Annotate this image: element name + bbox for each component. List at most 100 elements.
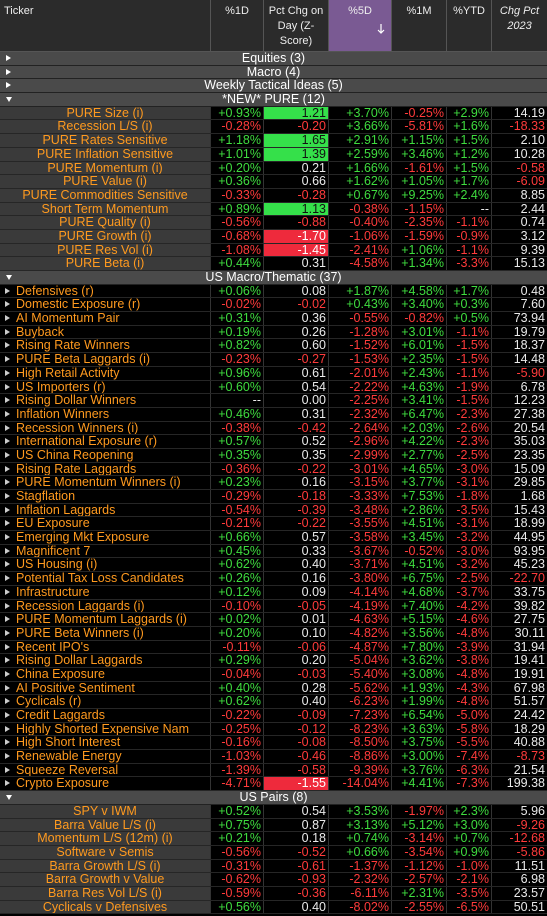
data-row[interactable]: US Importers (r) +0.60% 0.54 -2.22% +4.63% -1…	[0, 380, 547, 395]
data-row[interactable]: PURE Rates Sensitive +1.18% 1.65 +2.91% +1.1…	[0, 134, 547, 148]
data-row[interactable]: Domestic Exposure (r) -0.02% -0.02 +0.43% +3…	[0, 298, 547, 313]
value-text: +0.20%	[218, 626, 261, 640]
data-row[interactable]: PURE Beta Winners (i) +0.20% 0.10 -4.82% +3.…	[0, 626, 547, 641]
data-row[interactable]: Recent IPO's -0.11% -0.06 -4.87% +7.80% -3.9%…	[0, 640, 547, 655]
column-header[interactable]: Ticker	[4, 5, 34, 17]
expand-arrow[interactable]	[6, 795, 12, 801]
value-cell: +0.02%	[210, 613, 263, 626]
value-cell: 0.33	[263, 544, 328, 558]
value-cell: +5.12%	[391, 818, 446, 832]
data-row[interactable]: High Retail Activity +0.96% 0.61 -2.01% +2.4…	[0, 366, 547, 381]
data-row[interactable]: Crypto Exposure -4.71% -1.55 -14.04% +4.41% -…	[0, 777, 547, 792]
value-cell: 8.85	[491, 188, 547, 202]
data-row[interactable]: Rising Rate Laggards -0.36% -0.22 -3.01% +4.…	[0, 462, 547, 477]
column-header[interactable]: %5D	[328, 0, 391, 51]
group-row[interactable]: Macro (4)	[0, 65, 547, 80]
data-row[interactable]: AI Momentum Pair +0.31% 0.36 -0.55% -0.82% +0…	[0, 312, 547, 326]
column-header[interactable]: %1D	[210, 0, 263, 51]
data-row[interactable]: Barra Value L/S (i) +0.75% 0.87 +3.13% +5.12…	[0, 818, 547, 833]
value-cell: -4.8%	[446, 695, 491, 708]
data-row[interactable]: Emerging Mkt Exposure +0.66% 0.57 -3.58% +3.…	[0, 531, 547, 545]
expand-arrow[interactable]	[6, 275, 12, 280]
group-row[interactable]: Weekly Tactical Ideas (5)	[0, 79, 547, 94]
data-row[interactable]: Inflation Laggards -0.54% -0.39 -3.48% +2.86…	[0, 503, 547, 518]
value-text: 31.94	[513, 640, 545, 654]
data-row[interactable]: Software v Semis -0.56% -0.52 +0.66% -3.54% +…	[0, 845, 547, 860]
data-row[interactable]: Cyclicals (r) +0.62% 0.40 -6.23% +1.99% -4.8%…	[0, 695, 547, 709]
group-row[interactable]: *NEW* PURE (12)	[0, 93, 547, 107]
expand-arrow[interactable]	[6, 82, 11, 89]
data-row[interactable]: Recession Winners (i) -0.38% -0.42 -2.64% +2…	[0, 421, 547, 436]
data-row[interactable]: PURE Value (i) +0.36% 0.66 +1.62% +1.05% +1.7…	[0, 175, 547, 189]
data-row[interactable]: PURE Size (i) +0.93% 1.21 +3.70% -0.25% +2.9%…	[0, 106, 547, 121]
data-row[interactable]: Squeeze Reversal -1.39% -0.58 -9.39% +3.76% -…	[0, 763, 547, 778]
data-row[interactable]: PURE Momentum Laggards (i) +0.02% 0.01 -4.6…	[0, 613, 547, 627]
ticker-cell: Defensives (r)	[0, 285, 210, 298]
data-row[interactable]: PURE Momentum (i) +0.20% 0.21 +1.66% -1.61% +…	[0, 161, 547, 176]
data-row[interactable]: PURE Commodities Sensitive -0.33% -0.28 +0.…	[0, 188, 547, 203]
column-header[interactable]: Chg Pct 2023	[491, 0, 547, 51]
ticker-cell: AI Positive Sentiment	[0, 682, 210, 695]
ticker-cell: Renewable Energy	[0, 750, 210, 763]
data-row[interactable]: China Exposure -0.04% -0.03 -5.40% +3.08% -4.…	[0, 667, 547, 682]
data-row[interactable]: Rising Rate Winners +0.82% 0.60 -1.52% +6.01…	[0, 339, 547, 354]
data-row[interactable]: PURE Momentum Winners (i) +0.23% 0.16 -3.15…	[0, 476, 547, 490]
data-row[interactable]: US China Reopening +0.35% 0.35 -2.99% +2.77%…	[0, 448, 547, 463]
column-header[interactable]: %1M	[391, 0, 446, 51]
ticker-name: PURE Res Vol (i)	[57, 243, 153, 257]
expand-arrow[interactable]	[6, 68, 11, 75]
row-arrow	[5, 410, 10, 417]
data-row[interactable]: SPY v IWM +0.52% 0.54 +3.53% -1.97% +2.3% 5.96	[0, 804, 547, 819]
value-cell: -0.12	[263, 722, 328, 736]
data-row[interactable]: Barra Growth L/S (i) -0.31% -0.61 -1.37% -1.…	[0, 859, 547, 874]
expand-arrow[interactable]	[6, 97, 12, 103]
data-row[interactable]: PURE Res Vol (i) -1.08% -1.45 -2.41% +1.06% -…	[0, 243, 547, 258]
data-row[interactable]: Recession Laggards (i) -0.10% -0.05 -4.19% +…	[0, 599, 547, 614]
data-row[interactable]: Buyback +0.19% 0.26 -1.28% +3.01% -1.1% 19.79	[0, 325, 547, 340]
data-row[interactable]: Infrastructure +0.12% 0.09 -4.14% +4.68% -3.7…	[0, 585, 547, 600]
data-row[interactable]: PURE Inflation Sensitive +1.01% 1.39 +2.59%…	[0, 147, 547, 162]
data-row[interactable]: PURE Beta (i) +0.44% 0.31 -4.58% +1.34% -3.3%…	[0, 257, 547, 271]
data-row[interactable]: Short Term Momentum +0.89% 1.13 -0.38% -1.15…	[0, 202, 547, 217]
data-row[interactable]: Barra Res Vol L/S (i) -0.59% -0.36 -6.11% +2…	[0, 886, 547, 901]
group-row[interactable]: US Pairs (8)	[0, 791, 547, 805]
data-row[interactable]: PURE Quality (i) -0.56% -0.88 -0.40% -2.35% -…	[0, 216, 547, 230]
data-row[interactable]: Magnificent 7 +0.45% 0.33 -3.67% -0.52% -3.0%…	[0, 544, 547, 559]
data-row[interactable]: Defensives (r) +0.06% 0.08 +1.87% +4.58% +1.7…	[0, 284, 547, 299]
data-row[interactable]: Momentum L/S (12m) (i) +0.21% 0.18 +0.74% -3…	[0, 832, 547, 846]
value-text: 0.54	[301, 804, 326, 818]
column-header[interactable]: Pct Chg on Day (Z-Score)	[263, 0, 328, 51]
ticker-name: PURE Rates Sensitive	[42, 134, 168, 147]
data-row[interactable]: PURE Growth (i) -0.68% -1.70 -1.06% -1.59% -0…	[0, 229, 547, 244]
data-row[interactable]: Credit Laggards -0.22% -0.09 -7.23% +6.54% -5…	[0, 709, 547, 723]
group-row[interactable]: US Macro/Thematic (37)	[0, 271, 547, 285]
data-row[interactable]: PURE Beta Laggards (i) -0.23% -0.27 -1.53% +…	[0, 353, 547, 367]
ticker-name: PURE Momentum (i)	[47, 161, 163, 175]
row-arrow	[5, 602, 10, 609]
data-row[interactable]: EU Exposure -0.21% -0.22 -3.55% +4.51% -3.1% 1…	[0, 517, 547, 532]
value-text: 0.28	[301, 681, 326, 695]
data-row[interactable]: Rising Dollar Winners -- 0.00 -2.25% +3.41% -…	[0, 394, 547, 408]
column-header[interactable]: %YTD	[446, 0, 491, 51]
value-text: 0.21	[301, 161, 326, 175]
value-cell: --	[446, 202, 491, 216]
value-text: +1.06%	[401, 243, 444, 257]
data-row[interactable]: International Exposure (r) +0.57% 0.52 -2.9…	[0, 435, 547, 449]
data-row[interactable]: Barra Growth v Value -0.62% -0.93 -2.32% -2.…	[0, 873, 547, 887]
data-row[interactable]: AI Positive Sentiment +0.40% 0.28 -5.62% +1.…	[0, 681, 547, 696]
value-text: -6.09	[516, 175, 546, 188]
data-row[interactable]: Potential Tax Loss Candidates +0.26% 0.16 -…	[0, 572, 547, 586]
value-cell: +3.46%	[391, 147, 446, 161]
data-row[interactable]: Inflation Winners +0.46% 0.31 -2.32% +6.47% -…	[0, 407, 547, 422]
data-row[interactable]: Cyclicals v Defensives +0.56% 0.40 -8.02% -2…	[0, 900, 547, 915]
data-row[interactable]: US Housing (i) +0.62% 0.40 -3.71% +4.51% -3.2…	[0, 558, 547, 573]
group-row[interactable]: Equities (3)	[0, 52, 547, 66]
expand-arrow[interactable]	[6, 55, 11, 61]
data-row[interactable]: Stagflation -0.29% -0.18 -3.33% +7.53% -1.8% 1…	[0, 490, 547, 504]
data-row[interactable]: High Short Interest -0.16% -0.08 -8.50% +3.7…	[0, 736, 547, 751]
data-row[interactable]: Renewable Energy -1.03% -0.46 -8.86% +3.00% -…	[0, 750, 547, 764]
data-row[interactable]: Recession L/S (i) -0.28% -0.20 +3.66% -5.81%…	[0, 120, 547, 135]
value-cell: -0.36	[263, 886, 328, 900]
data-row[interactable]: Highly Shorted Expensive Nam -0.25% -0.12 -…	[0, 722, 547, 737]
data-row[interactable]: Rising Dollar Laggards +0.29% 0.20 -5.04% +3…	[0, 654, 547, 668]
